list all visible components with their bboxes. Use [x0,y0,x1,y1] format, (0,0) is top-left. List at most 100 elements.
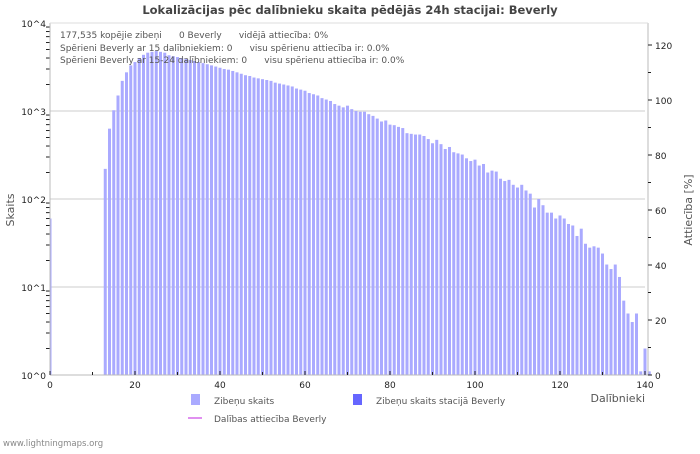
bar [397,126,400,376]
y2-axis-label: Attiecība [%] [682,174,695,245]
bar [482,163,485,375]
bar [146,52,150,376]
bar [584,243,587,375]
bar [307,93,311,375]
bar [426,139,430,375]
bar [443,148,447,375]
y2-tick-label: 40 [655,262,667,272]
bar [630,322,634,375]
bars [50,51,651,376]
bar [367,114,371,375]
bar [350,109,354,375]
bar [303,90,307,376]
bar [601,253,604,375]
x-tick-label: 20 [129,381,141,391]
x-tick-label: 120 [551,381,568,391]
bar [626,313,630,375]
bar [375,118,379,375]
bar [239,73,243,375]
bar [439,144,443,375]
chart-title: Lokalizācijas pēc dalībnieku skaita pēdē… [142,3,558,17]
bar [256,78,260,375]
bar [596,247,600,375]
x-tick-label: 60 [299,381,311,391]
bar [392,125,396,376]
bar [358,111,362,376]
bar [176,57,179,376]
bar [231,70,235,375]
bar [320,98,324,375]
bar [295,88,298,376]
bar [167,55,171,376]
bar [214,66,218,375]
y2-tick-label: 120 [655,42,672,52]
bar [486,172,490,375]
bar [448,146,451,375]
bar [159,51,162,376]
legend-label-station: Zibeņu skaits stacijā Beverly [376,397,506,407]
bar [643,348,647,375]
x-tick-label: 40 [214,381,226,391]
bar [278,83,281,375]
bar [103,168,107,375]
bar [150,51,154,376]
bar [112,110,116,375]
bar [618,276,621,375]
bar [299,89,303,376]
y2-tick-label: 0 [655,372,661,382]
bar [163,52,167,376]
bar [252,77,256,375]
bar [516,187,519,375]
bar [550,212,553,375]
bar [533,207,536,375]
y2-tick-label: 100 [655,97,672,107]
bar [477,165,481,375]
bar [324,99,328,375]
bar [346,105,349,375]
bar [337,105,341,375]
bar [558,215,562,375]
bar [473,159,477,375]
bar [371,115,375,375]
bar [575,235,579,375]
bar [354,111,358,375]
axes: 10^010^110^210^310^40 20 40 60 80 100 120 14002… [21,20,672,391]
x-tick-label: 100 [466,381,483,391]
bar [261,79,264,375]
bar [647,371,651,375]
bar [435,139,439,375]
bar [193,60,196,375]
bar [494,171,498,375]
bar [129,65,133,375]
bar [248,75,252,376]
bar [282,84,286,375]
legend-swatch-station [353,394,362,405]
bar [235,72,239,376]
bar [265,80,269,376]
bar [588,247,592,375]
bar [210,65,213,375]
bar [273,82,277,375]
bar [384,120,388,376]
bar [137,58,141,375]
bar [409,133,413,375]
legend-swatch-total [191,394,200,405]
bar [639,371,643,375]
y2-tick-label: 80 [655,152,667,162]
y-tick-label: 10^1 [21,284,46,294]
footer-credit: www.lightningmaps.org [3,439,103,449]
y-tick-label: 10^0 [21,372,46,382]
bar [469,161,473,375]
bar [499,178,502,375]
bar [388,124,392,375]
bar [316,95,320,375]
bar [142,54,145,375]
bar [333,104,337,376]
bar [524,190,528,375]
bar [180,58,184,375]
bar [571,225,575,375]
bar [541,205,545,375]
bar [205,64,209,375]
